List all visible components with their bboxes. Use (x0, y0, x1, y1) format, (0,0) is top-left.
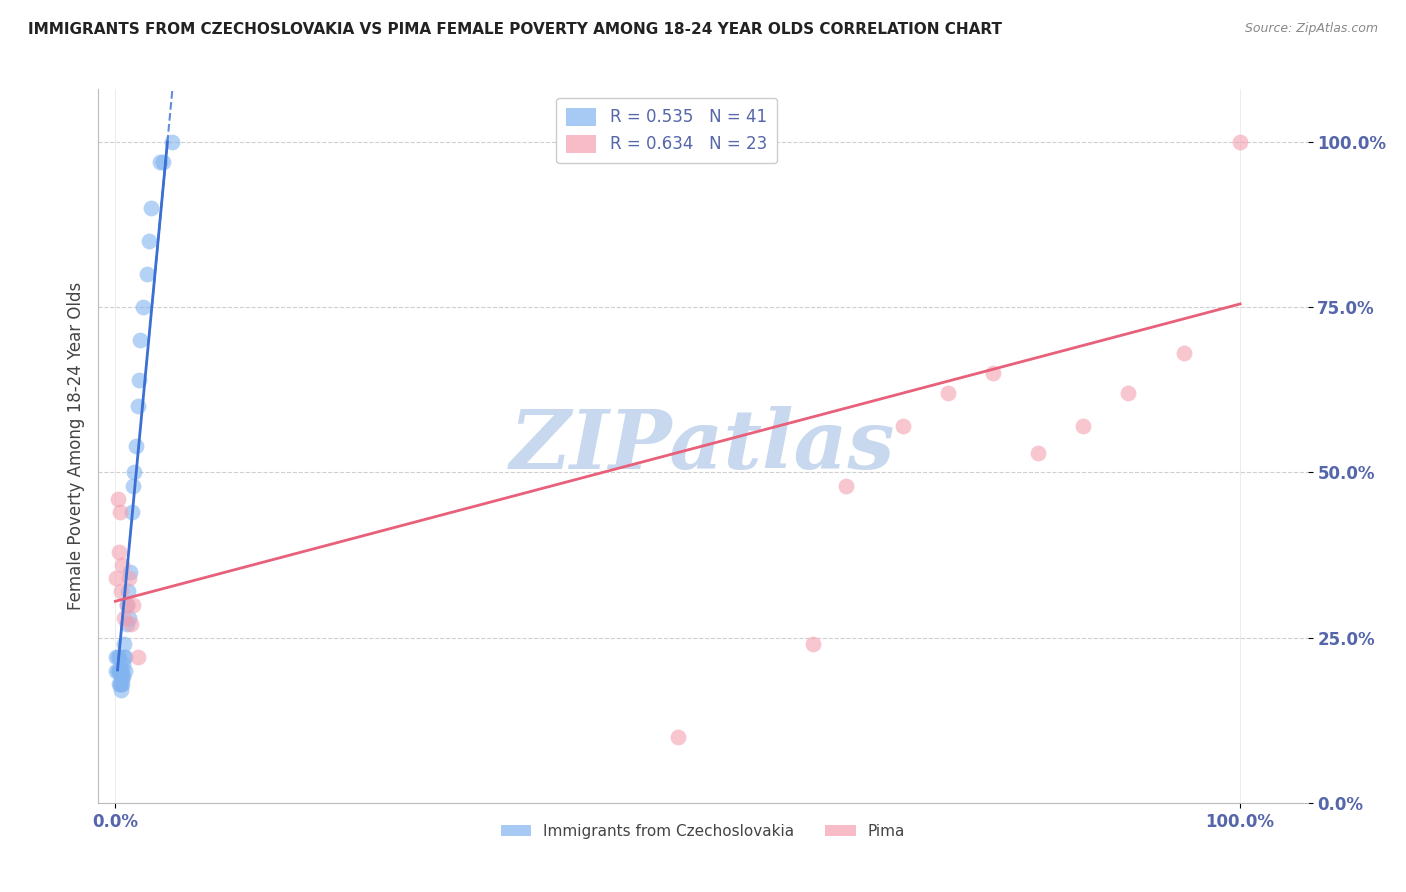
Point (122, 598, 145, 612)
Point (110, 677, 132, 691)
Point (107, 545, 129, 559)
Point (107, 650, 129, 665)
Point (1071, 419, 1094, 434)
Y-axis label: Female Poverty Among 18-24 Year Olds: Female Poverty Among 18-24 Year Olds (66, 282, 84, 610)
Point (835, 478, 858, 492)
Point (111, 677, 134, 691)
Point (112, 657, 135, 671)
Point (107, 664, 129, 678)
Point (891, 419, 914, 434)
Point (160, 135, 183, 149)
Point (108, 664, 131, 678)
Point (115, 617, 138, 632)
Point (105, 571, 128, 585)
Point (127, 400, 149, 414)
Point (1229, 135, 1251, 149)
Text: IMMIGRANTS FROM CZECHOSLOVAKIA VS PIMA FEMALE POVERTY AMONG 18-24 YEAR OLDS CORR: IMMIGRANTS FROM CZECHOSLOVAKIA VS PIMA F… (28, 22, 1002, 37)
Point (936, 386, 959, 401)
Point (105, 664, 128, 678)
Point (110, 664, 132, 678)
Point (110, 670, 132, 684)
Point (117, 584, 139, 599)
Point (108, 677, 131, 691)
Point (118, 565, 141, 579)
Point (1026, 445, 1049, 459)
Point (120, 617, 142, 632)
Point (981, 367, 1004, 381)
Point (107, 491, 129, 506)
Point (1116, 386, 1139, 401)
Point (118, 611, 141, 625)
Point (107, 650, 129, 665)
Point (1173, 346, 1195, 360)
Point (124, 466, 146, 480)
Point (112, 650, 135, 665)
Legend: Immigrants from Czechoslovakia, Pima: Immigrants from Czechoslovakia, Pima (495, 818, 911, 845)
Point (111, 664, 134, 678)
Point (152, 154, 174, 169)
Text: ZIPatlas: ZIPatlas (510, 406, 896, 486)
Point (112, 670, 135, 684)
Point (121, 505, 143, 519)
Point (135, 267, 157, 281)
Point (666, 730, 689, 744)
Point (132, 300, 155, 314)
Point (112, 611, 135, 625)
Point (112, 637, 135, 651)
Point (108, 505, 131, 519)
Point (114, 650, 136, 665)
Point (107, 677, 129, 691)
Point (115, 598, 138, 612)
Point (107, 664, 129, 678)
Point (115, 598, 138, 612)
Point (129, 333, 152, 347)
Point (111, 670, 134, 684)
Point (141, 201, 163, 215)
Point (801, 637, 824, 651)
Point (124, 439, 146, 453)
Point (110, 584, 132, 599)
Point (114, 664, 136, 678)
Point (127, 650, 149, 665)
Point (110, 683, 132, 698)
Point (118, 571, 141, 585)
Point (105, 650, 128, 665)
Text: Source: ZipAtlas.com: Source: ZipAtlas.com (1244, 22, 1378, 36)
Point (111, 558, 134, 572)
Point (149, 154, 172, 169)
Point (138, 234, 160, 248)
Point (122, 478, 145, 492)
Point (128, 373, 150, 387)
